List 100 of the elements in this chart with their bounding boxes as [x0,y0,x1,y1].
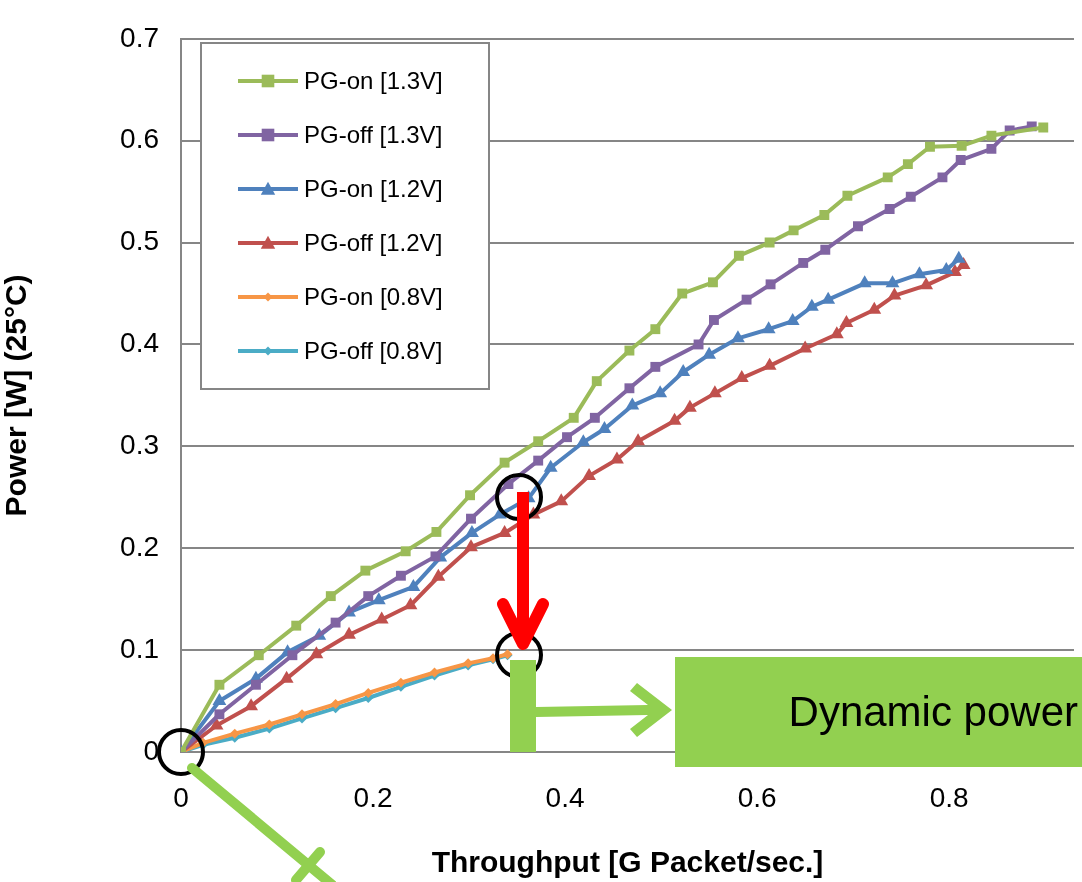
point [785,313,800,326]
point [330,617,341,628]
point [853,221,863,232]
point [765,279,776,290]
point [229,728,240,739]
legend-label: PG-on [1.3V] [304,67,443,95]
legend-label: PG-on [0.8V] [304,283,443,311]
y-tick-label: 0.1 [120,632,159,664]
point [610,451,624,464]
point [395,570,406,581]
point [667,412,682,425]
point [955,155,966,165]
point [624,345,635,356]
x-tick-label: 0.4 [545,781,585,813]
y-tick-label: 0.7 [120,21,159,53]
point [214,709,225,720]
y-tick-label: 0.5 [120,225,159,257]
point [653,385,668,398]
point [395,677,406,688]
point [624,383,635,394]
point [842,190,853,201]
point [253,650,264,661]
legend-label: PG-on [1.2V] [304,175,443,203]
point [857,275,872,288]
point [887,287,902,300]
legend-label: PG-off [1.2V] [304,229,443,257]
legend-label: PG-off [0.8V] [304,337,443,365]
point [821,291,836,304]
point [788,225,799,236]
point [708,315,719,325]
point [625,397,640,410]
point [764,237,775,248]
point [731,330,745,343]
point [912,266,927,279]
point [798,258,809,268]
point [465,524,479,537]
point [884,204,895,214]
point [330,699,341,710]
point [734,370,749,383]
point [733,250,744,261]
point [296,709,307,720]
point [360,565,371,576]
point [589,412,600,423]
point [708,277,718,288]
point [464,539,478,552]
point [677,288,688,299]
point [693,339,704,350]
point [650,324,661,335]
point [214,679,225,690]
point [741,294,752,305]
point [885,275,900,288]
point [342,626,356,639]
point [905,191,916,202]
point [554,493,569,506]
y-tick-label: 0.3 [120,429,159,461]
point [291,620,302,631]
annotation: Dynamic power [788,688,1078,736]
point [374,611,389,624]
point [279,670,294,683]
point [568,412,579,423]
point [466,513,476,524]
point [287,650,298,661]
point [543,459,558,472]
y-tick-label: 0.2 [120,530,159,562]
point [406,578,421,591]
point [430,551,441,562]
point [882,172,893,183]
point [631,433,645,446]
point [839,315,854,328]
point [309,646,324,659]
y-tick-label: 0.6 [120,123,159,155]
point [250,679,261,690]
point [431,568,446,581]
point [902,159,913,170]
point [939,262,954,275]
point [829,326,844,339]
point [371,592,386,605]
point [465,490,475,501]
point [819,210,830,221]
point [951,250,966,263]
point [363,687,374,698]
point [820,244,831,255]
x-tick-label: 0.2 [353,781,393,813]
point [264,719,275,730]
point [702,346,717,359]
point [986,130,997,141]
point [867,301,882,314]
y-axis-title: Power [W] (25°C) [0,274,33,517]
point [761,321,776,334]
point [533,436,544,447]
point [676,363,691,376]
y-tick-label: 0 [143,734,159,766]
point [1038,122,1049,133]
point [533,455,544,466]
point [597,421,612,434]
point [209,717,224,730]
point [325,591,336,602]
point [937,172,948,183]
point [798,340,813,353]
x-tick-label: 0.8 [929,781,969,813]
